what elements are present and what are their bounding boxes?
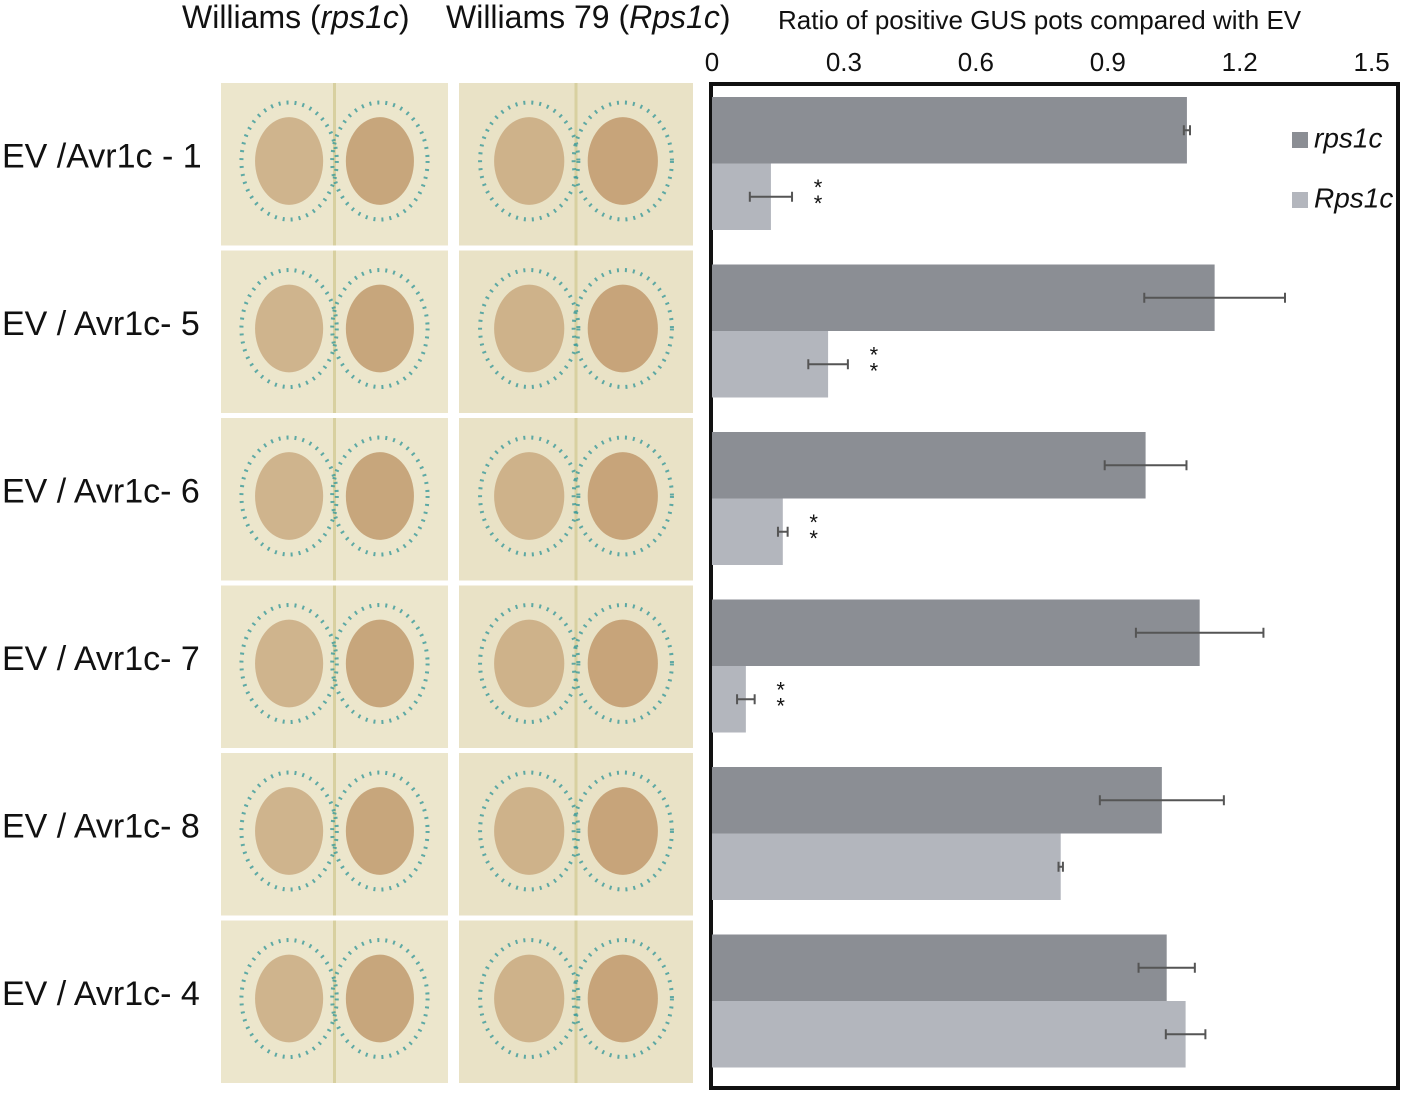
x-tick-label: 0.9 — [1090, 47, 1126, 77]
infiltration-spot — [345, 954, 414, 1043]
gus-stain-ring — [239, 603, 339, 724]
gus-stain-ring — [571, 268, 674, 389]
significance-star: * — [814, 191, 823, 216]
category-label: EV /Avr1c - 1 — [2, 138, 202, 176]
header-text: Williams ( — [182, 0, 321, 35]
infiltration-spot — [345, 787, 414, 875]
gus-stain-ring — [330, 100, 430, 222]
x-tick-label: 0.3 — [826, 47, 862, 77]
gus-stain-ring — [478, 435, 581, 557]
gus-stain-ring — [571, 603, 674, 724]
infiltration-spot — [345, 619, 414, 708]
gus-stain-ring — [239, 435, 339, 557]
header-text: rps1c — [321, 0, 399, 35]
gus-stain-ring — [478, 770, 581, 892]
significance-star: * — [809, 526, 818, 551]
bar — [712, 432, 1146, 499]
category-label: EV / Avr1c- 5 — [2, 305, 200, 343]
infiltration-spot — [255, 452, 324, 540]
header-text: ) — [720, 0, 731, 35]
gus-stain-ring — [330, 268, 430, 389]
gus-stain-ring — [478, 268, 581, 389]
infiltration-spot — [587, 117, 658, 205]
gus-stain-ring — [478, 100, 581, 222]
bar — [712, 767, 1162, 834]
significance-star: * — [814, 175, 823, 200]
bar — [712, 97, 1187, 164]
header-text: Williams 79 ( — [446, 0, 629, 35]
legend-label: rps1c — [1314, 122, 1382, 153]
bar — [712, 498, 783, 565]
bar — [712, 599, 1200, 666]
infiltration-spot — [345, 452, 414, 540]
significance-mark: * * — [809, 510, 818, 551]
infiltration-spot — [587, 452, 658, 540]
gus-stain-ring — [571, 100, 674, 222]
infiltration-spot — [587, 787, 658, 875]
bar — [712, 934, 1167, 1001]
x-tick-label: 1.2 — [1222, 47, 1258, 77]
infiltration-spot — [494, 284, 565, 373]
infiltration-spot — [587, 619, 658, 708]
infiltration-spot — [255, 117, 324, 205]
header-text: Rps1c — [629, 0, 720, 35]
infiltration-spot — [494, 619, 565, 708]
legend-swatch — [1292, 132, 1308, 148]
x-axis-title: Ratio of positive GUS pots compared with… — [778, 5, 1302, 35]
infiltration-spot — [494, 452, 565, 540]
infiltration-spot — [494, 954, 565, 1043]
legend-swatch — [1292, 192, 1308, 208]
x-tick-label: 1.5 — [1354, 47, 1390, 77]
significance-mark: * * — [870, 342, 879, 383]
gus-stain-ring — [330, 435, 430, 557]
significance-star: * — [809, 510, 818, 535]
gus-stain-ring — [478, 603, 581, 724]
category-label: EV / Avr1c- 6 — [2, 473, 200, 511]
x-tick-label: 0.6 — [958, 47, 994, 77]
gus-stain-ring — [239, 100, 339, 222]
infiltration-spot — [255, 787, 324, 875]
bar — [712, 264, 1215, 331]
gus-stain-ring — [571, 435, 674, 557]
column-header: Williams (rps1c) — [182, 0, 410, 35]
infiltration-spot — [255, 954, 324, 1043]
infiltration-spot — [345, 117, 414, 205]
category-label: EV / Avr1c- 4 — [2, 975, 200, 1013]
infiltration-spot — [345, 284, 414, 373]
bar — [712, 1001, 1186, 1068]
column-header: Williams 79 (Rps1c) — [446, 0, 730, 35]
infiltration-spot — [255, 619, 324, 708]
x-tick-label: 0 — [705, 47, 719, 77]
gus-stain-ring — [239, 770, 339, 892]
gus-stain-ring — [478, 938, 581, 1059]
infiltration-spot — [494, 787, 565, 875]
gus-stain-ring — [330, 770, 430, 892]
gus-stain-ring — [239, 938, 339, 1059]
legend-label: Rps1c — [1314, 182, 1393, 213]
significance-star: * — [776, 693, 785, 718]
gus-stain-ring — [330, 603, 430, 724]
infiltration-spot — [587, 284, 658, 373]
gus-stain-ring — [571, 938, 674, 1059]
significance-star: * — [776, 677, 785, 702]
significance-mark: * * — [776, 677, 785, 718]
infiltration-spot — [255, 284, 324, 373]
significance-star: * — [870, 358, 879, 383]
infiltration-spot — [587, 954, 658, 1043]
significance-mark: * * — [814, 175, 823, 216]
category-label: EV / Avr1c- 8 — [2, 808, 200, 846]
infiltration-spot — [494, 117, 565, 205]
plot-frame — [709, 82, 1400, 1090]
category-label: EV / Avr1c- 7 — [2, 640, 200, 678]
gus-stain-ring — [239, 268, 339, 389]
significance-star: * — [870, 342, 879, 367]
header-text: ) — [399, 0, 410, 35]
gus-stain-ring — [330, 938, 430, 1059]
bar — [712, 833, 1061, 900]
gus-stain-ring — [571, 770, 674, 892]
